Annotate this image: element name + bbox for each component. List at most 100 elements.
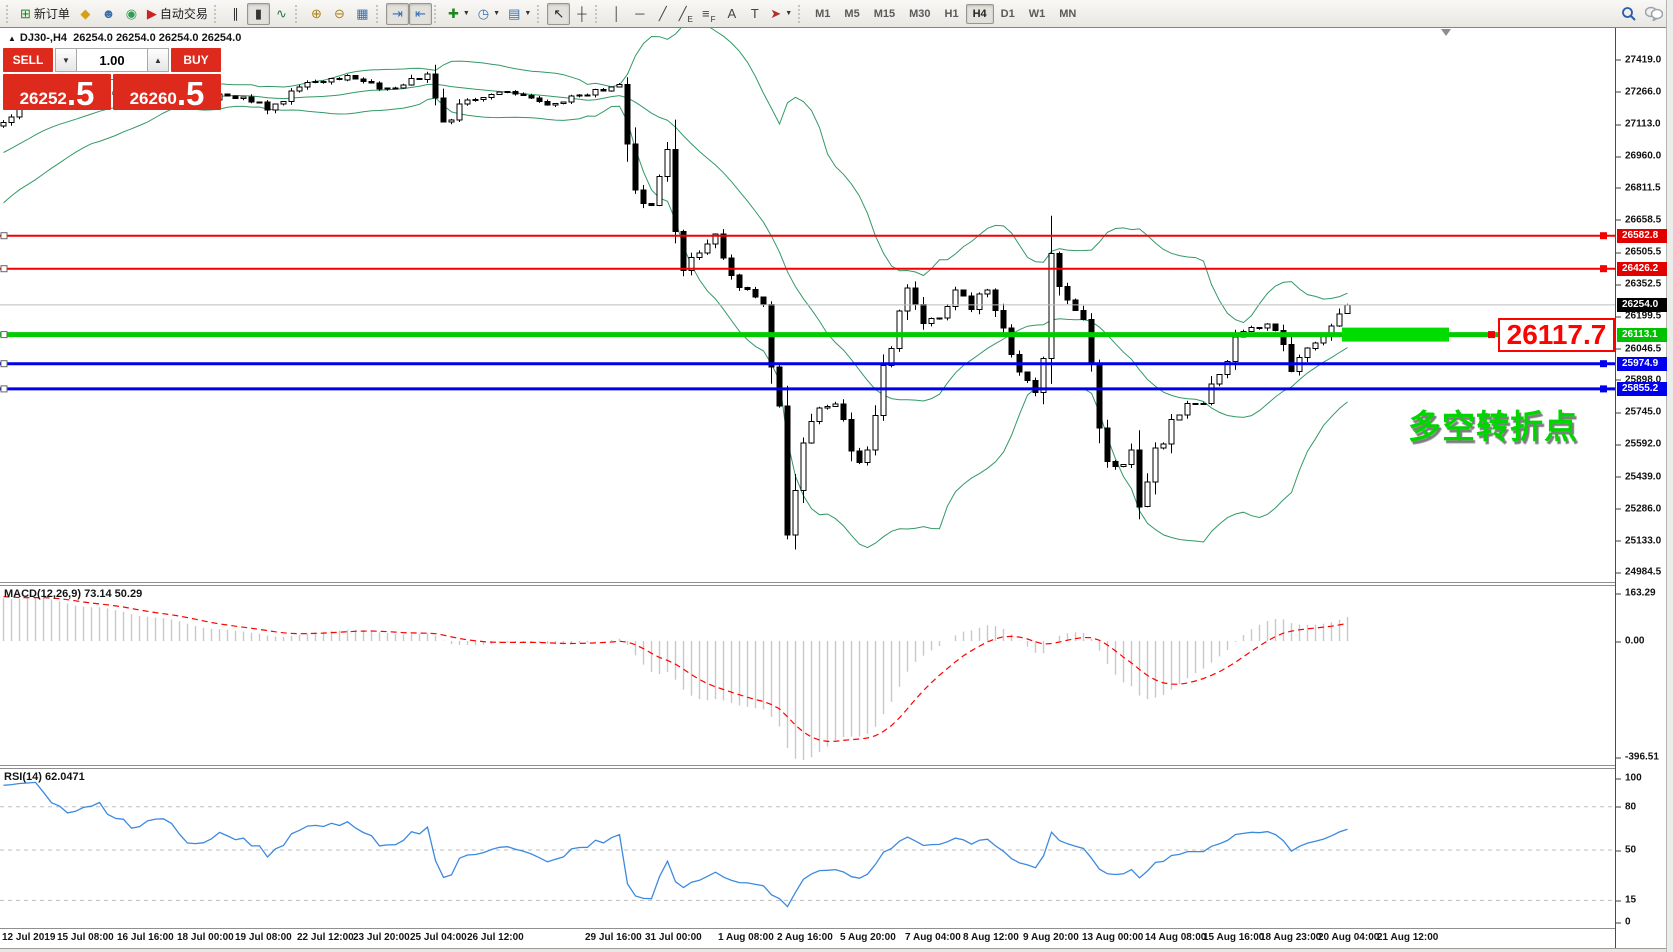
support-line-1-left-handle[interactable] <box>0 360 8 368</box>
text-button[interactable]: A <box>720 3 743 25</box>
axis-tick-label: 26505.5 <box>1616 247 1661 258</box>
cursor-button[interactable]: ↖ <box>547 2 571 25</box>
support-line-1-right-handle[interactable] <box>1600 360 1607 368</box>
candlestick-chart-button[interactable]: ▮ <box>246 2 270 25</box>
support-line-2-price-tag: 25855.2 <box>1617 381 1667 396</box>
bar-chart-button[interactable]: ∥ <box>224 3 247 25</box>
time-axis-label: 12 Jul 2019 <box>2 932 56 943</box>
buy-button[interactable]: BUY <box>171 48 221 72</box>
new-order-button[interactable]: ⊞ 新订单 <box>20 6 70 21</box>
window-bottom-edge <box>0 948 1666 952</box>
macd-pane-canvas[interactable] <box>0 586 1615 765</box>
toolbar-grip <box>375 4 382 23</box>
toolbar-grip <box>537 4 543 23</box>
vertical-line-button[interactable]: │ <box>605 3 628 25</box>
auto-scroll-button[interactable]: ⇥ <box>385 2 409 25</box>
zoom-out-button[interactable]: ⊖ <box>328 3 351 25</box>
support-line-1-price-tag: 25974.9 <box>1617 356 1667 371</box>
timeframe-H1[interactable]: H1 <box>944 7 959 20</box>
timeframe-H4[interactable]: H4 <box>965 3 994 24</box>
timeframe-M1[interactable]: M1 <box>815 7 831 20</box>
chevron-down-icon: ▼ <box>524 10 532 17</box>
toolbar-grip <box>798 4 804 23</box>
toolbar: ⊞ 新订单 ◆ ☻ ◉ ▶ 自动交易 ∥ ▮ ∿ ⊕ ⊖ ▦ ⇥ ⇤ ✚ ▼ ◷ ▼ ▤ ▼ ↖ ┼ │ ─ ╱ ╱ E ≡ F A T ➤ ▼ M… <box>0 0 1673 28</box>
axis-tick-label: 0 <box>1616 917 1631 928</box>
templates-button[interactable]: ▤ ▼ <box>504 3 535 25</box>
sell-button[interactable]: SELL <box>3 48 53 72</box>
navigator-icon: ☻ <box>101 6 116 21</box>
turning-point-annotation[interactable]: 多空转折点 <box>1408 408 1578 445</box>
pivot-line-left-handle[interactable] <box>0 331 8 339</box>
main-chart-canvas[interactable] <box>0 28 1615 582</box>
zoom-out-icon: ⊖ <box>333 6 345 21</box>
chat-icon[interactable] <box>1645 6 1663 21</box>
timeframe-D1[interactable]: D1 <box>1000 7 1015 20</box>
chart-shift-button[interactable]: ⇤ <box>408 2 432 25</box>
one-click-trading-panel: SELL ▼ ▲ BUY 26252 .5 26260 .5 <box>3 48 221 110</box>
time-axis-label: 18 Jul 00:00 <box>177 932 234 943</box>
line-chart-button[interactable]: ∿ <box>270 3 293 25</box>
resistance-line-1-left-handle[interactable] <box>0 232 8 240</box>
rsi-line <box>3 781 1348 908</box>
axis-tick-label: 26046.5 <box>1616 343 1661 354</box>
time-axis-label: 23 Jul 20:00 <box>353 932 410 943</box>
zoom-in-icon: ⊕ <box>310 6 322 21</box>
profiles-button[interactable]: ◆ <box>74 3 97 25</box>
equidistant-channel-button[interactable]: ╱ E <box>678 6 693 24</box>
periods-button[interactable]: ◷ ▼ <box>474 3 504 25</box>
indicators-icon: ✚ <box>447 6 459 21</box>
fibonacci-button[interactable]: ≡ F <box>702 6 716 24</box>
trendline-button[interactable]: ╱ <box>651 3 674 25</box>
data-window-icon: ◉ <box>125 6 138 21</box>
pane-separator[interactable] <box>0 582 1615 586</box>
resistance-line-1-right-handle[interactable] <box>1600 232 1607 240</box>
support-line-2-right-handle[interactable] <box>1600 385 1607 393</box>
data-window-button[interactable]: ◉ <box>120 3 143 25</box>
arrows-button[interactable]: ➤ ▼ <box>766 3 796 25</box>
buy-price-button[interactable]: 26260 .5 <box>113 74 221 110</box>
vertical-line-icon: │ <box>612 6 621 21</box>
time-axis-label: 15 Aug 16:00 <box>1203 932 1265 943</box>
time-axis-label: 21 Aug 12:00 <box>1377 932 1439 943</box>
resistance-line-2-right-handle[interactable] <box>1600 265 1607 273</box>
support-line-2-left-handle[interactable] <box>0 385 8 393</box>
time-axis-label: 9 Aug 20:00 <box>1023 932 1079 943</box>
volume-increase-button[interactable]: ▲ <box>147 48 169 72</box>
sell-price-main: 26252 <box>19 89 67 108</box>
text-label-icon: T <box>750 6 759 21</box>
timeframe-MN[interactable]: MN <box>1059 7 1077 20</box>
time-axis[interactable]: 12 Jul 2019 15 Jul 08:00 16 Jul 16:00 18 Ju… <box>0 929 1615 948</box>
current-price-tag: 26254.0 <box>1617 297 1667 312</box>
timeframe-M15[interactable]: M15 <box>873 7 896 20</box>
axis-tick-label: 80 <box>1616 801 1636 812</box>
zoom-in-button[interactable]: ⊕ <box>305 3 328 25</box>
chevron-down-icon: ▼ <box>462 10 470 17</box>
navigator-button[interactable]: ☻ <box>97 3 120 25</box>
price-axis[interactable]: 27419.0 27266.0 27113.0 26960.0 26811.5 26658… <box>1615 28 1667 948</box>
crosshair-button[interactable]: ┼ <box>570 3 593 25</box>
rsi-pane-canvas[interactable] <box>0 769 1615 928</box>
autotrading-button[interactable]: ▶ 自动交易 <box>146 6 208 21</box>
search-icon[interactable] <box>1621 6 1637 22</box>
tile-windows-button[interactable]: ▦ <box>351 3 374 25</box>
window-right-edge <box>1666 0 1673 952</box>
indicators-button[interactable]: ✚ ▼ <box>444 3 474 25</box>
resistance-line-2-left-handle[interactable] <box>0 265 8 273</box>
volume-input[interactable] <box>77 48 147 72</box>
resistance-line-2-price-tag: 26426.2 <box>1617 261 1667 276</box>
timeframe-W1[interactable]: W1 <box>1028 7 1046 20</box>
timeframe-M5[interactable]: M5 <box>844 7 860 20</box>
pivot-highlight-rect[interactable] <box>1342 327 1449 342</box>
text-label-button[interactable]: T <box>743 3 766 25</box>
axis-tick-label: -396.51 <box>1616 752 1659 763</box>
horizontal-line-button[interactable]: ─ <box>628 3 651 25</box>
price-callout-label[interactable]: 26117.7 <box>1498 318 1615 352</box>
volume-decrease-button[interactable]: ▼ <box>55 48 77 72</box>
callout-anchor-handle[interactable] <box>1488 331 1495 339</box>
pane-separator[interactable] <box>0 765 1615 769</box>
timeframe-M30[interactable]: M30 <box>909 7 931 20</box>
chart-shift-marker[interactable] <box>1441 29 1451 36</box>
time-axis-label: 14 Aug 08:00 <box>1145 932 1207 943</box>
sell-price-button[interactable]: 26252 .5 <box>3 74 111 110</box>
